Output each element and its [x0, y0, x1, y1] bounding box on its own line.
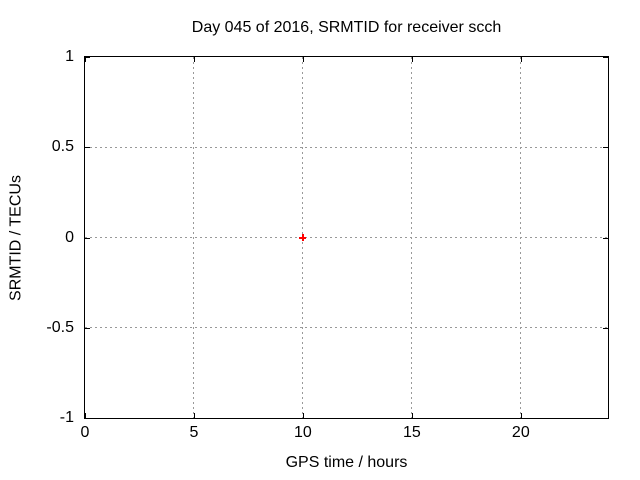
y-tick-label: -1 — [59, 409, 74, 426]
x-tick-label: 20 — [511, 424, 530, 441]
y-tick-label: -0.5 — [46, 318, 74, 336]
y-tick-mark-left — [85, 237, 90, 239]
y-tick-mark-left — [85, 327, 90, 329]
x-tick-mark-top — [85, 57, 86, 62]
marker-vertical-bar — [301, 234, 304, 241]
y-axis-label: SRMTID / TECUs — [7, 175, 25, 301]
x-tick-mark-top — [193, 57, 195, 62]
y-tick-mark-right — [603, 147, 608, 149]
x-tick-mark-bottom — [520, 413, 522, 418]
x-tick-mark-top — [302, 57, 304, 62]
y-tick-mark-right — [603, 57, 608, 58]
gridline-horizontal — [85, 237, 608, 238]
y-tick-label: 0 — [65, 228, 74, 246]
gridline-horizontal — [85, 146, 608, 148]
y-tick-label: 1 — [65, 48, 74, 65]
x-tick-mark-top — [411, 57, 413, 62]
y-tick-label: 0.5 — [51, 138, 74, 156]
plot-area: 0 5 10 15 20 1 0.5 0 -0.5 -1 — [46, 49, 609, 441]
x-axis-label: GPS time / hours — [285, 454, 408, 471]
x-tick-label: 15 — [402, 424, 421, 441]
x-tick-label: 10 — [294, 424, 312, 441]
x-tick-mark-top — [520, 57, 522, 62]
y-tick-mark-left — [85, 147, 90, 149]
x-tick-mark-bottom — [193, 413, 195, 418]
y-tick-mark-right — [603, 418, 608, 419]
x-tick-mark-bottom — [411, 413, 413, 418]
x-tick-mark-bottom — [302, 413, 304, 418]
gridline-horizontal — [85, 327, 608, 329]
y-tick-mark-right — [603, 327, 608, 329]
chart-title: Day 045 of 2016, SRMTID for receiver scc… — [191, 19, 502, 36]
x-tick-label: 0 — [80, 424, 90, 441]
x-tick-mark-bottom — [85, 413, 86, 418]
y-tick-mark-left — [85, 57, 90, 58]
y-tick-mark-left — [85, 418, 90, 419]
data-point-marker — [299, 234, 307, 241]
y-tick-mark-right — [603, 237, 608, 239]
x-tick-label: 5 — [189, 424, 199, 441]
